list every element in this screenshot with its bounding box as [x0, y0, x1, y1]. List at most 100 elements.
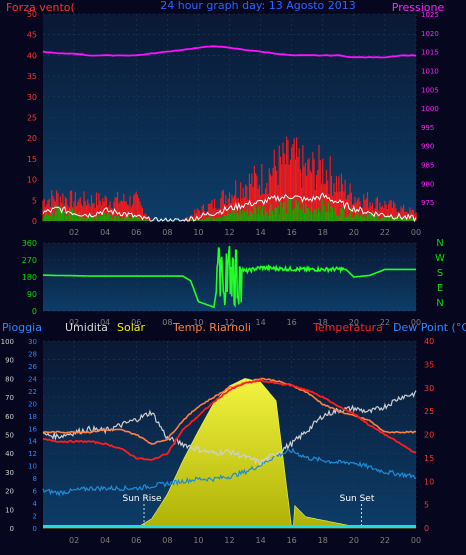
rain-tick-label: 16: [28, 425, 37, 433]
temp-tick-label: 20: [424, 431, 434, 440]
temp-tick-label: 5: [424, 501, 429, 510]
time-tick-label: 16: [287, 228, 297, 237]
time-tick-label: 10: [193, 536, 203, 545]
time-tick-label: 04: [100, 228, 110, 237]
humidity-tick-label: 0: [10, 525, 14, 533]
compass-label-W: W: [435, 253, 445, 264]
time-tick-label: 22: [380, 318, 390, 327]
time-tick-label: 10: [193, 228, 203, 237]
humidity-tick-label: 20: [5, 488, 14, 496]
humidity-tick-label: 10: [5, 506, 14, 514]
time-tick-label: 04: [100, 536, 110, 545]
time-tick-label: 02: [69, 228, 79, 237]
time-tick-label: 12: [224, 228, 234, 237]
humidity-tick-label: 70: [5, 394, 14, 402]
time-tick-label: 18: [318, 536, 328, 545]
legend-umidita: Umidita: [65, 321, 108, 334]
humidity-tick-label: 30: [5, 469, 14, 477]
rain-tick-label: 20: [28, 400, 37, 408]
temp-tick-label: 35: [424, 360, 434, 369]
humidity-tick-label: 90: [5, 357, 14, 365]
rain-tick-label: 10: [28, 463, 37, 471]
rain-tick-label: 22: [28, 388, 37, 396]
temperature-line: [42, 379, 417, 461]
direction-tick-label: 360: [22, 239, 37, 248]
rain-tick-label: 8: [33, 475, 37, 483]
wind-tick-label: 50: [27, 10, 37, 19]
time-tick-label: 18: [318, 318, 328, 327]
time-tick-label: 08: [162, 536, 172, 545]
wind-tick-label: 10: [27, 176, 37, 185]
time-tick-label: 14: [255, 536, 265, 545]
rain-tick-label: 24: [28, 375, 37, 383]
humidity-tick-label: 80: [5, 375, 14, 383]
time-tick-label: 12: [224, 536, 234, 545]
time-tick-label: 16: [287, 536, 297, 545]
pressure-tick-label: 1025: [421, 11, 439, 19]
compass-label-E: E: [437, 283, 443, 294]
time-tick-label: 10: [193, 318, 203, 327]
legend-dew-point: Dew Point (°C): [393, 321, 466, 334]
sunset-label: Sun Set: [340, 494, 375, 504]
pressure-axis-title: Pressione: [392, 1, 445, 14]
temp-riarnoli-line: [42, 377, 417, 445]
time-tick-label: 14: [255, 318, 265, 327]
pressure-tick-label: 1005: [421, 86, 439, 94]
direction-tick-label: 180: [22, 273, 37, 282]
time-tick-label: 18: [318, 228, 328, 237]
wind-tick-label: 25: [27, 114, 37, 123]
compass-label-N: N: [436, 238, 443, 249]
temp-tick-label: 25: [424, 407, 434, 416]
time-tick-label: 06: [131, 318, 141, 327]
humidity-tick-label: 100: [1, 338, 14, 346]
time-tick-label: 06: [131, 228, 141, 237]
wind-tick-label: 0: [32, 217, 37, 226]
wind-tick-label: 30: [27, 93, 37, 102]
direction-tick-label: 270: [22, 256, 37, 265]
rain-tick-label: 2: [33, 513, 37, 521]
temp-tick-label: 30: [424, 384, 434, 393]
compass-label-N: N: [436, 298, 443, 309]
time-tick-label: 00: [411, 318, 421, 327]
time-tick-label: 16: [287, 318, 297, 327]
time-tick-label: 08: [162, 228, 172, 237]
time-tick-label: 02: [69, 536, 79, 545]
pressure-tick-label: 975: [421, 199, 434, 207]
time-tick-label: 14: [255, 228, 265, 237]
wind-tick-label: 45: [27, 31, 37, 40]
temp-tick-label: 40: [424, 337, 434, 346]
time-tick-label: 22: [380, 536, 390, 545]
wind-tick-label: 35: [27, 72, 37, 81]
time-tick-label: 02: [69, 318, 79, 327]
wind-axis-title: Forza vento(: [6, 1, 75, 14]
direction-tick-label: 90: [27, 290, 37, 299]
wind-tick-label: 20: [27, 134, 37, 143]
pressure-tick-label: 995: [421, 124, 434, 132]
legend-pioggia: Pioggia: [2, 321, 42, 334]
temp-tick-label: 0: [424, 524, 429, 533]
chart-title: 24 hour graph day: 13 Agosto 2013: [160, 0, 356, 12]
time-tick-label: 22: [380, 228, 390, 237]
wind-average-line: [42, 192, 417, 223]
rain-baseline: [43, 525, 416, 528]
legend-temperatura: Temperatura: [312, 321, 383, 334]
rain-tick-label: 0: [33, 525, 37, 533]
temp-tick-label: 10: [424, 477, 434, 486]
compass-label-S: S: [437, 268, 443, 279]
pressure-tick-label: 1015: [421, 49, 439, 57]
rain-tick-label: 12: [28, 450, 37, 458]
rain-tick-label: 26: [28, 363, 37, 371]
time-tick-label: 08: [162, 318, 172, 327]
time-tick-label: 00: [411, 228, 421, 237]
time-tick-label: 04: [100, 318, 110, 327]
pressure-tick-label: 985: [421, 162, 434, 170]
dewpoint-line: [42, 447, 417, 497]
humidity-line: [42, 390, 417, 467]
temp-tick-label: 15: [424, 454, 434, 463]
pressure-tick-label: 980: [421, 180, 434, 188]
rain-tick-label: 30: [28, 338, 37, 346]
wind-tick-label: 15: [27, 155, 37, 164]
time-tick-label: 20: [349, 228, 359, 237]
